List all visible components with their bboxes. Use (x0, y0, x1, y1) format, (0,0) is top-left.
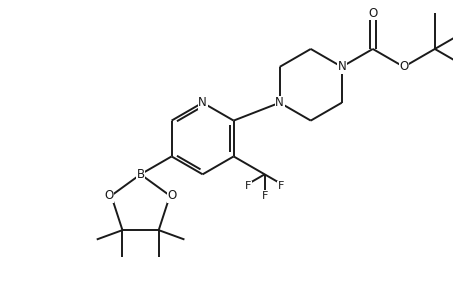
Text: B: B (137, 168, 145, 181)
Text: O: O (168, 189, 177, 202)
Text: O: O (399, 60, 409, 73)
Text: N: N (276, 96, 284, 109)
Text: F: F (262, 191, 268, 201)
Text: N: N (198, 96, 207, 109)
Text: N: N (337, 60, 346, 73)
Text: O: O (104, 189, 114, 202)
Text: F: F (278, 181, 284, 191)
Text: F: F (245, 181, 252, 191)
Text: O: O (368, 7, 377, 20)
